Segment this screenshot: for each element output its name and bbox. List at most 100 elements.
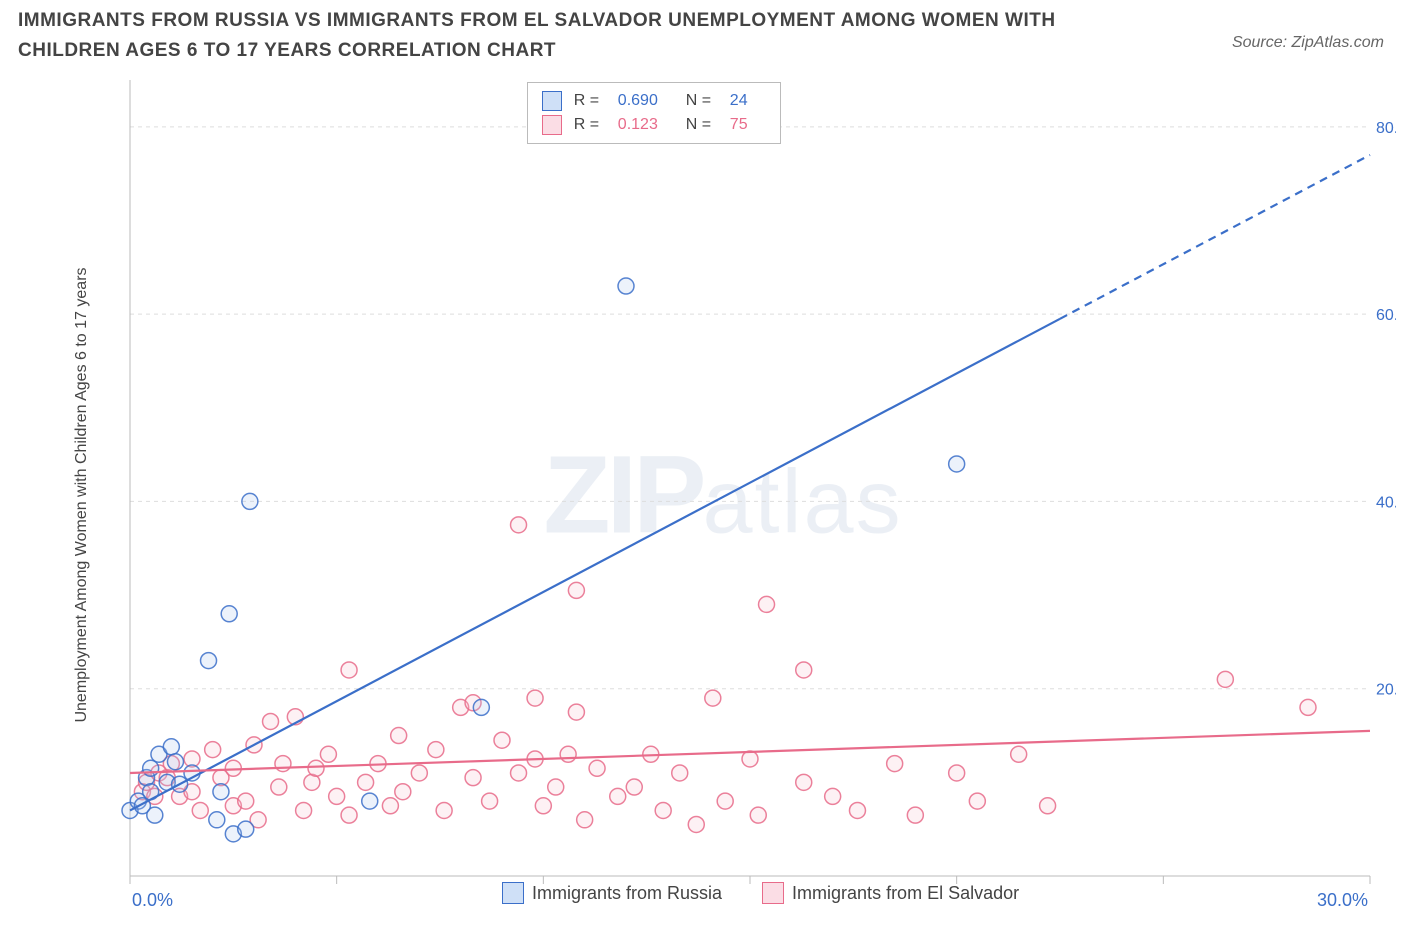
elsalvador-point xyxy=(465,770,481,786)
y-tick-label: 20.0% xyxy=(1376,682,1396,699)
series-swatch-elsalvador xyxy=(762,882,784,904)
russia-point xyxy=(242,493,258,509)
elsalvador-point xyxy=(238,793,254,809)
elsalvador-point xyxy=(949,765,965,781)
elsalvador-point xyxy=(341,662,357,678)
chart-title: IMMIGRANTS FROM RUSSIA VS IMMIGRANTS FRO… xyxy=(18,6,1108,67)
elsalvador-point xyxy=(308,760,324,776)
russia-point xyxy=(238,821,254,837)
russia-point xyxy=(221,606,237,622)
elsalvador-point xyxy=(796,774,812,790)
russia-trendline xyxy=(130,319,1060,811)
legend-r-value: 0.690 xyxy=(618,92,678,110)
x-tick-label: 30.0% xyxy=(1317,890,1368,910)
legend-r-value: 0.123 xyxy=(618,116,678,134)
russia-point xyxy=(167,754,183,770)
russia-point xyxy=(618,278,634,294)
legend-n-label: N = xyxy=(686,116,722,134)
legend-n-label: N = xyxy=(686,92,722,110)
elsalvador-point xyxy=(1300,699,1316,715)
elsalvador-point xyxy=(411,765,427,781)
elsalvador-point xyxy=(849,802,865,818)
scatter-svg: 20.0% 40.0% 60.0% 80.0% 0.0% 30.0% xyxy=(50,70,1396,920)
elsalvador-point xyxy=(589,760,605,776)
chart-container: IMMIGRANTS FROM RUSSIA VS IMMIGRANTS FRO… xyxy=(0,0,1406,930)
series-legend-item-russia: Immigrants from Russia xyxy=(502,882,722,904)
elsalvador-point xyxy=(263,713,279,729)
elsalvador-point xyxy=(705,690,721,706)
elsalvador-point xyxy=(577,812,593,828)
russia-point xyxy=(949,456,965,472)
russia-point xyxy=(143,760,159,776)
series-legend-item-elsalvador: Immigrants from El Salvador xyxy=(762,882,1019,904)
elsalvador-point xyxy=(672,765,688,781)
russia-point xyxy=(473,699,489,715)
y-tick-label: 60.0% xyxy=(1376,307,1396,324)
series-swatch-russia xyxy=(502,882,524,904)
series-legend: Immigrants from Russia Immigrants from El… xyxy=(502,882,1019,904)
elsalvador-point xyxy=(969,793,985,809)
elsalvador-point xyxy=(1217,671,1233,687)
x-tick-label: 0.0% xyxy=(132,890,173,910)
elsalvador-point xyxy=(329,788,345,804)
elsalvador-point xyxy=(320,746,336,762)
elsalvador-point xyxy=(1011,746,1027,762)
russia-point xyxy=(163,739,179,755)
y-tick-label: 80.0% xyxy=(1376,120,1396,137)
elsalvador-point xyxy=(887,756,903,772)
series-label-russia: Immigrants from Russia xyxy=(532,883,722,904)
russia-point xyxy=(209,812,225,828)
elsalvador-point xyxy=(391,728,407,744)
elsalvador-point xyxy=(907,807,923,823)
legend-r-label: R = xyxy=(574,116,610,134)
elsalvador-point xyxy=(382,798,398,814)
russia-point xyxy=(201,653,217,669)
legend-swatch-elsalvador xyxy=(542,115,562,135)
elsalvador-point xyxy=(610,788,626,804)
elsalvador-point xyxy=(482,793,498,809)
legend-row-elsalvador: R = 0.123 N = 75 xyxy=(542,113,766,137)
russia-point xyxy=(147,807,163,823)
elsalvador-point xyxy=(796,662,812,678)
y-tick-label: 40.0% xyxy=(1376,494,1396,511)
elsalvador-point xyxy=(271,779,287,795)
elsalvador-point xyxy=(568,582,584,598)
elsalvador-point xyxy=(511,765,527,781)
elsalvador-point xyxy=(688,816,704,832)
russia-trendline-extrap xyxy=(1060,155,1370,319)
elsalvador-point xyxy=(535,798,551,814)
source-attribution: Source: ZipAtlas.com xyxy=(1232,34,1384,52)
correlation-legend: R =0.690N =24R =0.123N =75 xyxy=(527,82,781,144)
elsalvador-point xyxy=(655,802,671,818)
elsalvador-point xyxy=(296,802,312,818)
elsalvador-point xyxy=(568,704,584,720)
plot-area: Unemployment Among Women with Children A… xyxy=(50,70,1396,920)
elsalvador-point xyxy=(494,732,510,748)
legend-row-russia: R =0.690N =24 xyxy=(542,89,766,113)
elsalvador-point xyxy=(275,756,291,772)
legend-swatch-russia xyxy=(542,91,562,111)
series-label-elsalvador: Immigrants from El Salvador xyxy=(792,883,1019,904)
elsalvador-point xyxy=(192,802,208,818)
elsalvador-point xyxy=(358,774,374,790)
elsalvador-point xyxy=(341,807,357,823)
russia-point xyxy=(213,784,229,800)
elsalvador-point xyxy=(548,779,564,795)
russia-point xyxy=(362,793,378,809)
elsalvador-point xyxy=(511,517,527,533)
legend-n-value: 75 xyxy=(730,116,766,134)
elsalvador-point xyxy=(717,793,733,809)
elsalvador-point xyxy=(750,807,766,823)
legend-r-label: R = xyxy=(574,92,610,110)
elsalvador-point xyxy=(560,746,576,762)
elsalvador-point xyxy=(626,779,642,795)
elsalvador-point xyxy=(527,690,543,706)
elsalvador-point xyxy=(436,802,452,818)
elsalvador-point xyxy=(742,751,758,767)
elsalvador-point xyxy=(759,596,775,612)
elsalvador-point xyxy=(428,742,444,758)
elsalvador-point xyxy=(825,788,841,804)
elsalvador-point xyxy=(395,784,411,800)
elsalvador-point xyxy=(1040,798,1056,814)
elsalvador-point xyxy=(205,742,221,758)
